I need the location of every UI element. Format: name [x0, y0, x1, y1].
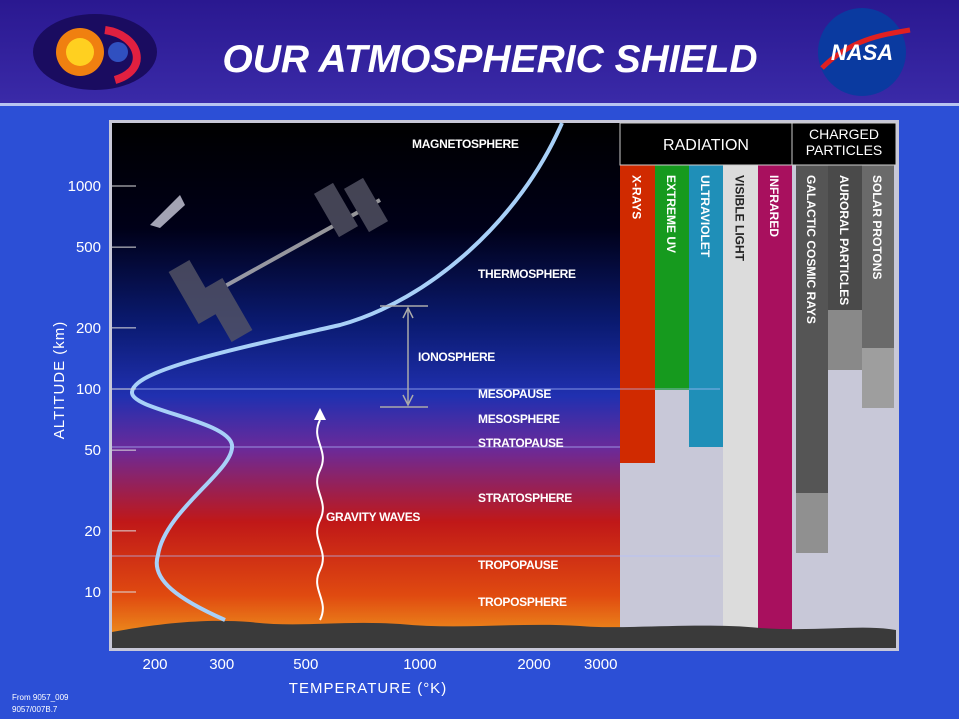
band — [862, 165, 894, 408]
columns: X-RAYS EXTREME UV ULTRAVIOLET VISIBLE LIGHT… — [620, 165, 894, 632]
temperature-curve — [130, 122, 564, 622]
ionosphere-range — [380, 305, 428, 408]
layer-label: MESOPAUSE — [478, 387, 551, 401]
y-tick-label: 1000 — [68, 178, 101, 195]
layer-label: TROPOSPHERE — [478, 595, 567, 609]
band-label: X-RAYS — [630, 175, 644, 219]
band-label: GALACTIC COSMIC RAYS — [804, 175, 818, 324]
layer-label: MESOSPHERE — [478, 412, 560, 426]
x-tick-label: 200 — [142, 656, 167, 673]
band-fade — [796, 493, 828, 553]
x-tick-label: 500 — [293, 656, 318, 673]
band — [758, 165, 792, 632]
header-band — [0, 0, 959, 103]
x-axis-label: TEMPERATURE (°K) — [289, 680, 447, 697]
boundary-lines — [112, 388, 720, 557]
band — [689, 165, 723, 447]
title: OUR ATMOSPHERIC SHIELD — [222, 38, 757, 81]
x-tick-label: 2000 — [517, 656, 550, 673]
layer-label: TROPOPAUSE — [478, 558, 558, 572]
band-label: VISIBLE LIGHT — [733, 175, 747, 262]
radiation-header — [619, 122, 793, 166]
footer-line: From 9057_009 — [12, 693, 69, 702]
band-label: INFRARED — [767, 175, 781, 237]
y-tick-label: 200 — [76, 320, 101, 337]
x-tick-label: 1000 — [403, 656, 436, 673]
axes: 1000 500 200 100 50 20 10 200 300 500 1000 2000 3000 — [68, 178, 618, 673]
y-tick-label: 500 — [76, 239, 101, 256]
layer-label: THERMOSPHERE — [478, 267, 576, 281]
band-label: AURORAL PARTICLES — [837, 175, 851, 305]
x-tick-label: 3000 — [584, 656, 617, 673]
band — [796, 165, 828, 553]
ground — [112, 620, 896, 648]
band — [655, 165, 689, 390]
logo-nasa: NASA — [818, 8, 911, 96]
y-axis-label: ALTITUDE (km) — [51, 321, 68, 440]
header-rule — [0, 103, 959, 106]
charged-header — [791, 122, 897, 166]
layer-label: STRATOPAUSE — [478, 436, 564, 450]
y-tick-label: 20 — [84, 523, 101, 540]
x-tick-label: 300 — [209, 656, 234, 673]
logo-left — [33, 14, 157, 90]
band — [828, 165, 862, 370]
band-fade — [828, 310, 862, 370]
layer-labels: MAGNETOSPHERE THERMOSPHERE IONOSPHERE ME… — [326, 137, 576, 609]
layer-label: GRAVITY WAVES — [326, 510, 420, 524]
band-label: SOLAR PROTONS — [870, 175, 884, 279]
logo-text: NASA — [831, 40, 893, 65]
layer-label: IONOSPHERE — [418, 350, 495, 364]
band — [723, 165, 758, 632]
charged-title-box: CHARGED PARTICLES — [805, 126, 883, 158]
y-tick-label: 100 — [76, 381, 101, 398]
band-label: ULTRAVIOLET — [698, 175, 712, 258]
footer-line: 9057/007B.7 — [12, 705, 58, 714]
gravity-wave — [316, 419, 324, 621]
band-fade — [862, 348, 894, 408]
y-tick-label: 10 — [84, 584, 101, 601]
y-tick-label: 50 — [84, 442, 101, 459]
space-station — [150, 177, 389, 342]
gravity-arrow — [314, 408, 326, 420]
layer-label: STRATOSPHERE — [478, 491, 572, 505]
charged-title: CHARGED PARTICLES — [805, 126, 883, 158]
radiation-title: RADIATION — [663, 137, 749, 154]
layer-label: MAGNETOSPHERE — [412, 137, 519, 151]
band — [620, 165, 655, 463]
band-label: EXTREME UV — [664, 175, 678, 253]
